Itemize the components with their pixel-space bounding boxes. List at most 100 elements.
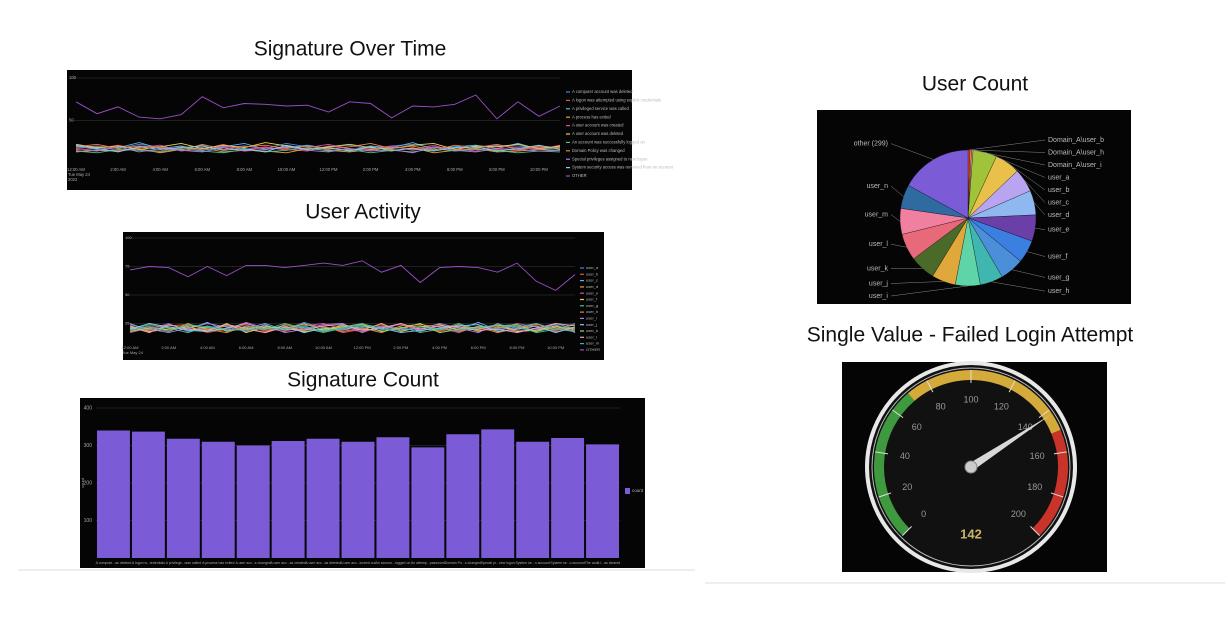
legend-label: A user account was created (572, 123, 624, 128)
x-tick-label: 12:00 PM (354, 345, 371, 350)
x-tick-label: 6:00 AM (239, 345, 254, 350)
x-tick-label: 4:00 PM (405, 167, 421, 172)
legend-label: user_j (586, 322, 597, 327)
x-tick-label: A compute...as deleted (96, 561, 132, 565)
x-tick-label: 2:00 AM (161, 345, 176, 350)
bar (516, 442, 549, 558)
x-tick-label: 6:00 AM (195, 167, 211, 172)
bar (272, 441, 305, 558)
x-tick-label: A user acc...as created (270, 561, 306, 565)
chart-title: Single Value - Failed Login Attempt (807, 324, 1134, 347)
slice-label: Domain_A\user_h (1048, 149, 1104, 156)
legend-label: user_a (586, 265, 599, 270)
legend-label: OTHER (572, 173, 587, 178)
x-tick-label: Domain Po...s changed (445, 561, 481, 565)
gauge-tick-label: 100 (963, 394, 978, 404)
x-tick-label: 8:00 PM (510, 345, 525, 350)
bar (202, 442, 235, 558)
legend-label: user_l (586, 334, 597, 339)
bar (167, 439, 200, 558)
legend-label: user_d (586, 284, 598, 289)
x-tick-label: 8:00 PM (489, 167, 505, 172)
bar (132, 432, 165, 558)
x-tick-label: A user acc...s changed (235, 561, 270, 565)
x-tick-label: 10:00 AM (315, 345, 332, 350)
slice-label: user_k (867, 265, 889, 272)
legend-label: user_g (586, 303, 598, 308)
bar (97, 431, 130, 559)
legend-label: user_e (586, 290, 599, 295)
y-tick-label: 100 (69, 75, 77, 80)
bar (446, 434, 479, 558)
gauge-tick-label: 200 (1011, 509, 1026, 519)
x-note: 2022 (68, 177, 78, 182)
gauge-hub (965, 461, 977, 473)
x-tick-label: System se...o account (550, 561, 584, 565)
legend-label: Domain Policy was changed (572, 148, 625, 153)
slice-label: user_a (1048, 174, 1070, 181)
bar (551, 438, 584, 558)
bar (586, 444, 619, 558)
legend-label: user_b (586, 271, 599, 276)
legend-label: user_k (586, 328, 598, 333)
y-tick-label: 100 (84, 518, 93, 524)
x-tick-label: A privilege...was called (166, 561, 201, 565)
bar (481, 429, 514, 558)
slice-label: other (299) (854, 140, 888, 147)
legend-label: OTHER (586, 347, 600, 352)
y-axis-label: count (80, 477, 85, 488)
legend-swatch (625, 488, 630, 494)
legend-label: user_f (586, 297, 598, 302)
x-tick-label: 10:00 PM (547, 345, 564, 350)
slice-label: Domain_A\user_i (1048, 162, 1102, 169)
x-tick-label: An attemp...password (411, 561, 445, 565)
slice-label: user_i (869, 293, 889, 300)
x-tick-label: A user acc...locked out (340, 561, 375, 565)
legend-label: A computer account was deleted (572, 89, 633, 94)
x-tick-label: 2:00 PM (363, 167, 379, 172)
slice-label: user_g (1048, 274, 1070, 281)
legend-label: user_c (586, 278, 598, 283)
gauge-tick-label: 20 (902, 482, 912, 492)
y-tick-label: 300 (84, 443, 93, 449)
x-tick-label: 4:00 AM (152, 167, 168, 172)
bar (411, 447, 444, 558)
gauge-tick-label: 80 (936, 402, 946, 412)
x-tick-label: The audit l...as cleared (585, 561, 620, 565)
gauge-tick-label: 40 (900, 451, 910, 461)
x-tick-label: 4:00 PM (432, 345, 447, 350)
gauge-value: 142 (960, 526, 982, 541)
x-tick-label: 10:00 PM (530, 167, 548, 172)
gauge-tick-label: 0 (921, 509, 926, 519)
chart-title: Signature Over Time (254, 38, 447, 61)
slice-label: user_n (867, 183, 889, 190)
slice-label: user_m (865, 211, 889, 218)
slice-label: user_b (1048, 187, 1070, 194)
x-tick-label: An accoun...logged on (376, 561, 411, 565)
x-tick-label: 12:00 PM (320, 167, 338, 172)
legend-label: count (632, 488, 644, 493)
slice-label: user_f (1048, 253, 1068, 260)
x-tick-label: 8:00 AM (277, 345, 292, 350)
legend-label: A user account was deleted (572, 131, 624, 136)
bar (307, 439, 340, 558)
slice-label: Domain_A\user_b (1048, 137, 1104, 144)
x-tick-label: A user acc...as deleted (305, 561, 340, 565)
x-tick-label: 2:00 AM (110, 167, 126, 172)
x-note: Tue May 24 (122, 350, 144, 355)
y-tick-label: 25 (125, 321, 130, 326)
gauge-tick-label: 180 (1027, 482, 1042, 492)
x-tick-label: Special pr...new logon (481, 561, 515, 565)
gauge-tick-label: 60 (912, 422, 922, 432)
chart-title: User Activity (305, 201, 421, 224)
legend-label: A process has exited (572, 114, 611, 119)
x-tick-label: 6:00 PM (447, 167, 463, 172)
chart-title: User Count (922, 73, 1028, 96)
bar (237, 446, 270, 559)
legend-label: Special privileges assigned to new logon (572, 156, 648, 161)
chart-title: Signature Count (287, 369, 439, 392)
y-tick-label: 50 (69, 118, 74, 123)
slice-label: user_h (1048, 288, 1070, 295)
